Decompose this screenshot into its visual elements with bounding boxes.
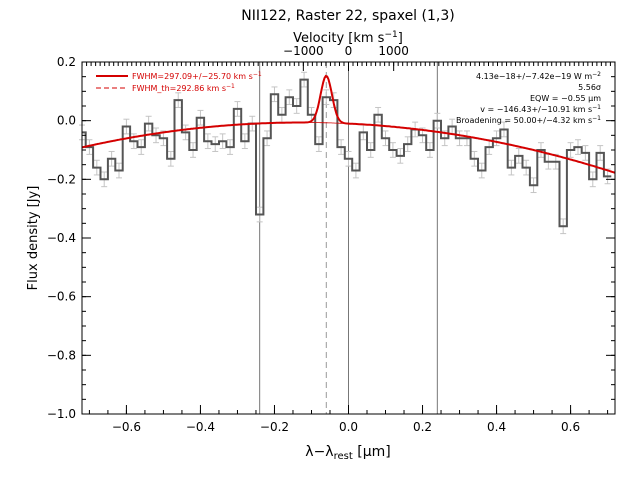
gaussian-fit-curve — [81, 74, 616, 174]
fit-annotations: 4.13e−18+/−7.42e−19 W m−25.56σ EQW = −0.5… — [456, 71, 601, 126]
y-tick-label-1: −0.8 — [47, 348, 76, 362]
annotation-4: Broadening = 50.00+/−4.32 km s−1 — [456, 115, 601, 126]
legend-label-fwhm-th: FWHM_th=292.86 km s−1 — [132, 83, 235, 94]
title-group: NII122, Raster 22, spaxel (1,3) — [241, 8, 454, 24]
y-tick-label-6: 0.2 — [57, 55, 76, 69]
x-axis-label: λ−λrest [μm] — [305, 444, 390, 462]
legend-label-fwhm: FWHM=297.09+/−25.70 km s−1 — [132, 71, 262, 82]
spectrum-step-line — [82, 78, 612, 228]
top-tick-label-0: −1000 — [283, 44, 324, 58]
annotation-1: 5.56σ — [578, 83, 601, 92]
axis-ticks: −0.6 −0.4 −0.2 0.0 0.2 0.4 0.6 −1.0 −0.8 −0.6 −0.4… — [47, 44, 616, 434]
y-tick-label-5: 0.0 — [57, 114, 76, 128]
legend: FWHM=297.09+/−25.70 km s−1FWHM_th=292.86… — [96, 71, 262, 94]
fit-curves — [81, 74, 616, 174]
chart-title: NII122, Raster 22, spaxel (1,3) — [241, 8, 454, 24]
x-tick-label-1: −0.4 — [186, 420, 215, 434]
x-tick-label-2: −0.2 — [260, 420, 289, 434]
y-tick-label-4: −0.2 — [47, 172, 76, 186]
x-tick-label-5: 0.4 — [487, 420, 506, 434]
y-tick-label-2: −0.6 — [47, 290, 76, 304]
top-tick-label-2: 1000 — [378, 44, 409, 58]
top-axis-label-exp: −1 — [384, 30, 397, 40]
y-tick-label-0: −1.0 — [47, 407, 76, 421]
y-axis-label: Flux density [Jy] — [26, 186, 41, 291]
x-tick-label-3: 0.0 — [339, 420, 358, 434]
x-axis-label-unit: [μm] — [353, 444, 391, 460]
spectrum-steps — [82, 78, 612, 228]
x-axis-label-sub: rest — [334, 451, 353, 462]
annotation-2: EQW = −0.55 μm — [530, 94, 601, 103]
annotation-3: v = −146.43+/−10.91 km s−1 — [480, 104, 601, 115]
top-axis-label: Velocity [km s−1] — [293, 30, 403, 46]
annotation-0: 4.13e−18+/−7.42e−19 W m−2 — [476, 71, 601, 82]
x-tick-label-6: 0.6 — [561, 420, 580, 434]
y-tick-label-3: −0.4 — [47, 231, 76, 245]
top-axis-label-end: ] — [398, 31, 403, 46]
top-tick-label-1: 0 — [345, 44, 353, 58]
x-tick-label-0: −0.6 — [112, 420, 141, 434]
x-tick-label-4: 0.2 — [413, 420, 432, 434]
